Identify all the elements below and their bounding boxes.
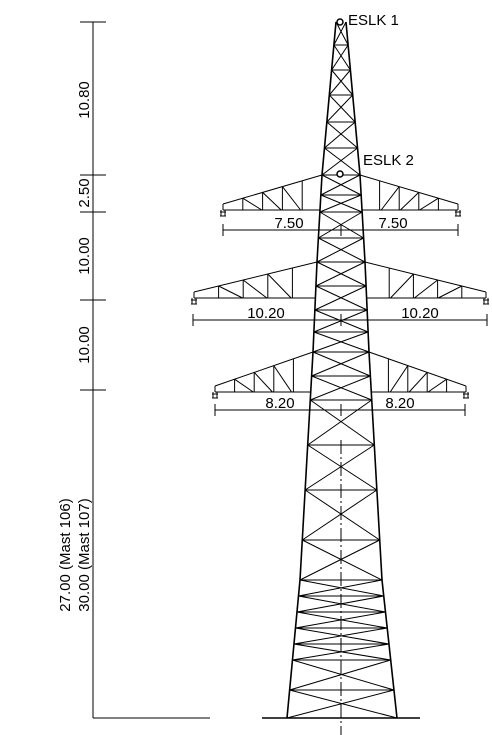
tower-member xyxy=(326,121,358,149)
tower-member xyxy=(328,94,356,123)
tower-member xyxy=(289,689,398,719)
mast-height-label: 27.00 (Mast 106) xyxy=(57,498,74,611)
tower-member xyxy=(318,211,363,239)
arm-dimension: 8.20 xyxy=(265,395,294,412)
tower-member xyxy=(286,689,395,719)
tower-member xyxy=(304,489,380,541)
tower-member xyxy=(234,378,254,393)
tower-member xyxy=(326,94,354,123)
tower-member xyxy=(438,285,463,299)
tower-member xyxy=(262,192,282,211)
crossarm-dimensions xyxy=(192,224,488,416)
eslk-label: ESLK 1 xyxy=(348,12,399,29)
dimension-chain xyxy=(80,21,210,719)
tower-member xyxy=(419,197,439,211)
tower xyxy=(191,21,489,719)
tower-member xyxy=(311,375,372,401)
tower-member xyxy=(242,197,263,211)
tower-member xyxy=(414,279,438,299)
tower-member xyxy=(380,186,400,211)
tower-member xyxy=(193,261,318,293)
tower-member xyxy=(295,611,386,629)
tower-member xyxy=(309,399,375,446)
height-label: 10.00 xyxy=(76,326,93,364)
tower-member xyxy=(400,192,420,211)
tower-member xyxy=(335,21,349,46)
tower-member xyxy=(333,44,351,71)
tower-member xyxy=(293,627,388,645)
tower-member xyxy=(298,579,383,597)
tower-member xyxy=(319,194,362,213)
earth-wire-point xyxy=(336,170,344,178)
tower-member xyxy=(273,365,292,393)
tower-member xyxy=(267,273,292,299)
tower-member xyxy=(286,21,337,719)
tower-member xyxy=(364,261,487,293)
tower-member xyxy=(218,285,243,299)
tower-member xyxy=(315,261,366,287)
tower-member xyxy=(408,372,428,393)
tower-member xyxy=(310,375,371,401)
tower-member xyxy=(333,21,347,46)
tower-member xyxy=(314,285,367,311)
tower-member xyxy=(389,365,409,393)
tower-member xyxy=(307,444,378,491)
tower-member xyxy=(368,351,467,387)
tower-member xyxy=(304,444,375,491)
tower-member xyxy=(321,147,358,176)
tower-member xyxy=(324,121,356,149)
tower-member xyxy=(427,378,447,393)
tower-member xyxy=(331,44,349,71)
tower-member xyxy=(292,659,395,691)
tower-member xyxy=(316,237,364,263)
tower-member xyxy=(324,147,361,176)
tower-member xyxy=(359,174,459,205)
tower-member xyxy=(312,331,369,353)
tower-member xyxy=(222,174,323,205)
tower-member xyxy=(214,351,314,387)
eslk-label: ESLK 2 xyxy=(363,152,414,169)
tower-member xyxy=(307,399,373,446)
tower-member xyxy=(302,489,378,541)
tower-member xyxy=(390,273,414,299)
tower-member xyxy=(312,351,371,377)
tower-member xyxy=(319,211,364,239)
tower-member xyxy=(311,351,370,377)
earth-wire-point xyxy=(336,18,344,26)
height-label: 2.50 xyxy=(76,178,93,207)
mast-height-label: 30.00 (Mast 107) xyxy=(76,498,93,611)
tower-member xyxy=(320,174,361,196)
arm-dimension: 8.20 xyxy=(385,395,414,412)
tower-member xyxy=(253,372,273,393)
tower-member xyxy=(299,539,380,581)
tower-member xyxy=(302,539,383,581)
tower-member xyxy=(282,186,301,211)
tower-member xyxy=(296,595,384,613)
tower-member xyxy=(242,279,268,299)
tower-member xyxy=(321,174,362,196)
arm-dimension: 10.20 xyxy=(401,305,439,322)
height-label: 10.00 xyxy=(76,237,93,275)
arm-dimension: 10.20 xyxy=(247,305,285,322)
tower-member xyxy=(289,659,391,691)
tower-member xyxy=(345,21,398,719)
arm-dimension: 7.50 xyxy=(274,215,303,232)
tower-member xyxy=(331,69,354,96)
tower-member xyxy=(328,69,351,96)
height-label: 10.80 xyxy=(76,81,93,119)
arm-dimension: 7.50 xyxy=(378,215,407,232)
tower-member xyxy=(318,237,366,263)
